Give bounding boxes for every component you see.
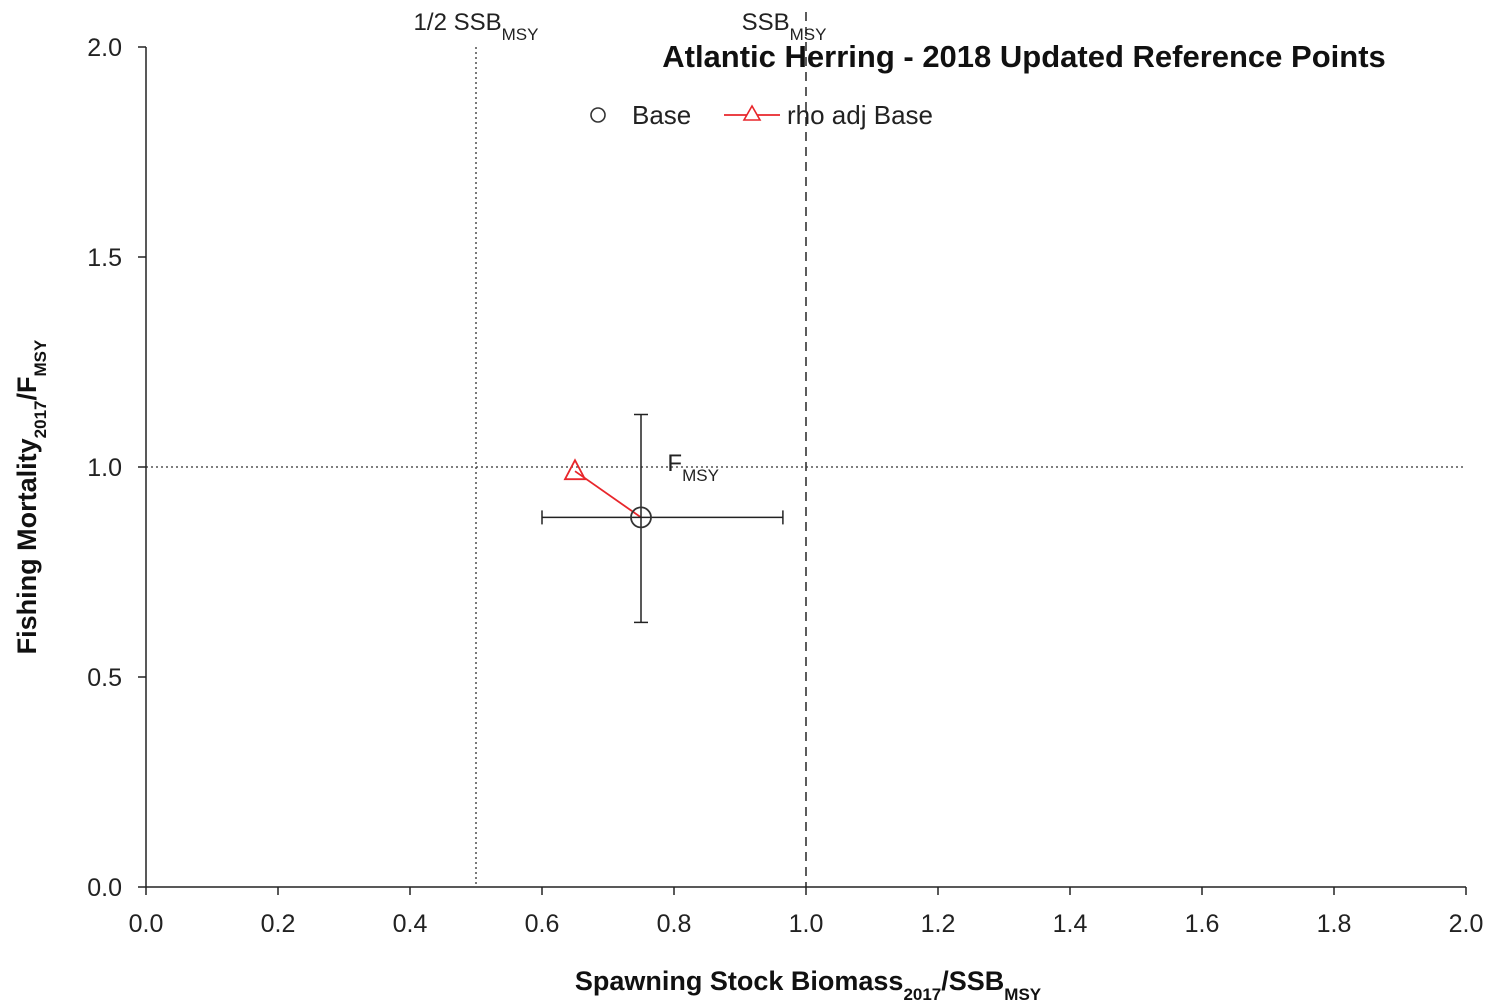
y-tick-label: 1.5 (87, 244, 122, 272)
y-tick-label: 1.0 (87, 454, 122, 482)
text-layer: 1/2 SSBMSY SSBMSY FMSY Atlantic Herring - 2… (12, 9, 1386, 1000)
x-axis-title: Spawning Stock Biomass2017/SSBMSY (575, 966, 1042, 1000)
x-tick-label: 1.6 (1185, 910, 1220, 938)
legend-base-marker (590, 107, 606, 123)
legend: Base rho adj Base (590, 100, 933, 130)
legend-rho-marker (742, 104, 762, 121)
x-tick-label: 0.6 (525, 910, 560, 938)
legend-base-label: Base (632, 100, 691, 130)
x-tick-label: 1.0 (789, 910, 824, 938)
ssb-msy-label: SSBMSY (742, 9, 827, 44)
x-tick-label: 0.4 (393, 910, 428, 938)
x-tick-label: 2.0 (1449, 910, 1484, 938)
legend-rho-label: rho adj Base (787, 100, 933, 130)
x-tick-label: 0.8 (657, 910, 692, 938)
reference-lines (146, 12, 1466, 887)
y-axis-title: Fishing Mortality2017/FMSY (12, 339, 50, 654)
axes: 0.0 0.2 0.4 0.6 0.8 1.0 1.2 1.4 1.6 1.8 2.0 0.0 0.5 1… (87, 34, 1483, 938)
y-tick-label: 0.0 (87, 874, 122, 902)
x-tick-label: 0.2 (261, 910, 296, 938)
chart-title: Atlantic Herring - 2018 Updated Referenc… (662, 39, 1386, 74)
x-tick-label: 1.2 (921, 910, 956, 938)
data-layer (541, 413, 784, 624)
base-point (630, 506, 652, 529)
x-tick-label: 1.4 (1053, 910, 1088, 938)
half-ssb-msy-label: 1/2 SSBMSY (414, 9, 539, 44)
x-tick-label: 1.8 (1317, 910, 1352, 938)
y-tick-label: 2.0 (87, 34, 122, 62)
x-tick-label: 0.0 (129, 910, 164, 938)
fmsy-label: FMSY (667, 450, 719, 485)
rho-adj-connector-line (574, 470, 642, 519)
y-tick-label: 0.5 (87, 664, 122, 692)
rho-adj-base-point (563, 458, 587, 481)
